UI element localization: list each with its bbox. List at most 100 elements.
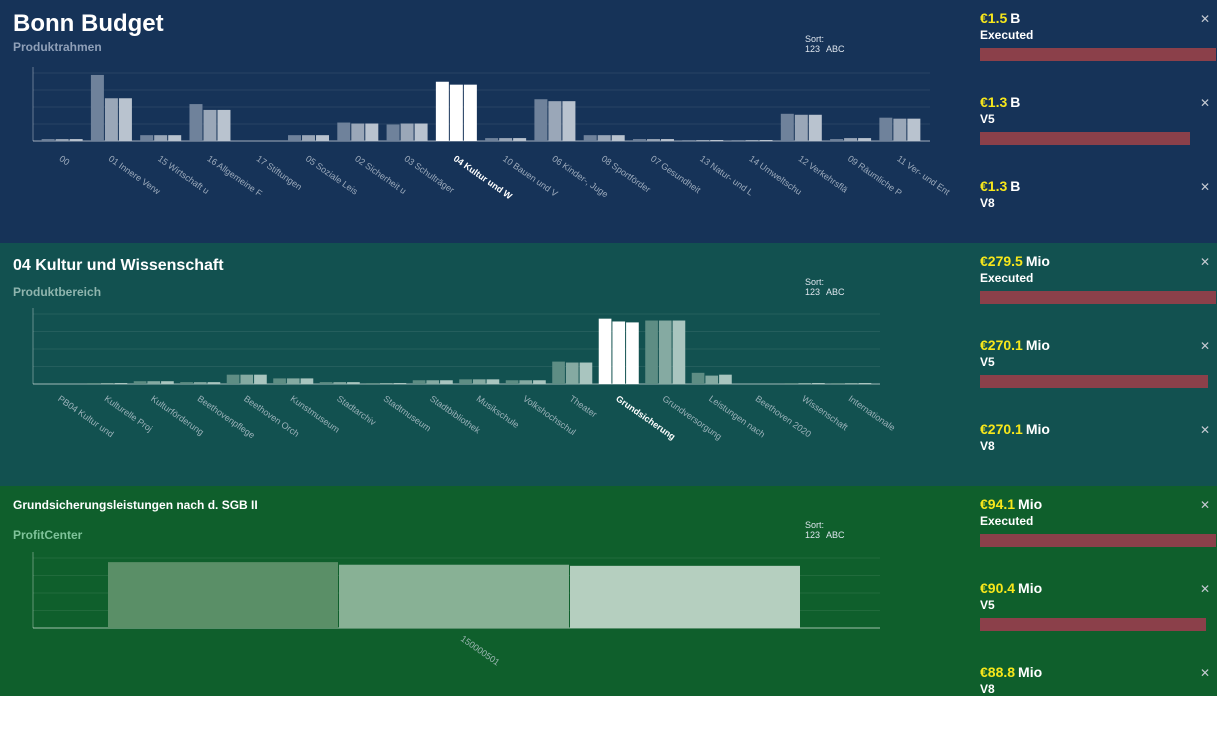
- bar[interactable]: [533, 380, 546, 384]
- bar[interactable]: [830, 139, 844, 141]
- x-tick-label[interactable]: 14 Umweltschu: [747, 153, 803, 196]
- x-tick-label[interactable]: 07 Gesundheit: [649, 153, 703, 195]
- bar[interactable]: [337, 122, 351, 141]
- x-tick-label[interactable]: 150000501: [459, 633, 502, 667]
- bar[interactable]: [168, 135, 182, 141]
- close-icon[interactable]: ✕: [1199, 498, 1210, 512]
- bar[interactable]: [552, 361, 565, 384]
- bar[interactable]: [486, 379, 500, 384]
- bar[interactable]: [562, 101, 576, 141]
- bar[interactable]: [365, 123, 379, 141]
- bar[interactable]: [784, 383, 798, 384]
- sort-numeric-button[interactable]: 123: [805, 530, 821, 540]
- bar[interactable]: [386, 124, 400, 141]
- bar[interactable]: [133, 381, 147, 384]
- x-tick-label[interactable]: 13 Natur- und L: [698, 153, 755, 197]
- bar[interactable]: [140, 135, 154, 141]
- bar[interactable]: [207, 382, 221, 384]
- bar[interactable]: [719, 374, 732, 384]
- bar[interactable]: [193, 382, 207, 384]
- bar[interactable]: [907, 118, 921, 141]
- bar[interactable]: [780, 113, 794, 141]
- bar[interactable]: [710, 140, 724, 141]
- x-tick-label[interactable]: Theater: [568, 393, 599, 419]
- bar[interactable]: [831, 383, 844, 384]
- bar[interactable]: [858, 138, 872, 141]
- bar[interactable]: [90, 74, 104, 141]
- bar[interactable]: [189, 104, 203, 141]
- bar[interactable]: [459, 379, 472, 384]
- close-icon[interactable]: ✕: [1199, 423, 1210, 437]
- x-tick-label[interactable]: Stadtmuseum: [382, 393, 433, 433]
- bar[interactable]: [798, 383, 812, 384]
- bar[interactable]: [844, 138, 858, 141]
- x-tick-label[interactable]: Internationale: [847, 393, 897, 432]
- bar[interactable]: [646, 139, 660, 141]
- bar[interactable]: [598, 318, 612, 384]
- bar[interactable]: [499, 138, 513, 141]
- bar[interactable]: [705, 375, 719, 384]
- bar[interactable]: [565, 362, 579, 384]
- bar[interactable]: [180, 382, 193, 384]
- close-icon[interactable]: ✕: [1199, 180, 1210, 194]
- x-tick-label[interactable]: 05 Soziale Leis: [304, 153, 360, 196]
- bar[interactable]: [812, 383, 825, 384]
- bar[interactable]: [41, 139, 55, 141]
- bar-chart-profitcenter[interactable]: 150000501: [0, 486, 970, 696]
- bar[interactable]: [513, 138, 527, 141]
- close-icon[interactable]: ✕: [1199, 255, 1210, 269]
- bar[interactable]: [548, 101, 562, 141]
- bar[interactable]: [505, 380, 519, 384]
- bar[interactable]: [611, 135, 625, 141]
- bar[interactable]: [273, 378, 286, 384]
- bar[interactable]: [463, 84, 477, 141]
- bar[interactable]: [858, 383, 872, 384]
- bar[interactable]: [696, 140, 710, 141]
- bar[interactable]: [426, 380, 440, 384]
- bar[interactable]: [302, 135, 316, 141]
- bar[interactable]: [632, 139, 646, 141]
- bar[interactable]: [519, 380, 533, 384]
- bar[interactable]: [597, 135, 611, 141]
- sort-alpha-button[interactable]: ABC: [826, 530, 845, 540]
- bar[interactable]: [333, 382, 347, 384]
- x-tick-label[interactable]: 15 Wirtschaft u: [156, 153, 211, 196]
- bar[interactable]: [104, 98, 118, 141]
- close-icon[interactable]: ✕: [1199, 666, 1210, 680]
- bar[interactable]: [300, 378, 314, 384]
- bar[interactable]: [485, 138, 499, 141]
- bar[interactable]: [660, 139, 674, 141]
- bar[interactable]: [626, 322, 639, 384]
- bar[interactable]: [570, 565, 800, 628]
- x-tick-label[interactable]: 00: [57, 153, 71, 167]
- bar[interactable]: [226, 374, 240, 384]
- bar[interactable]: [379, 383, 393, 384]
- sort-numeric-button[interactable]: 123: [805, 287, 821, 297]
- bar[interactable]: [472, 379, 486, 384]
- bar[interactable]: [579, 362, 593, 384]
- bar[interactable]: [534, 99, 548, 141]
- x-tick-label[interactable]: 11 Ver- und Ent: [895, 153, 952, 197]
- bar[interactable]: [316, 135, 330, 141]
- bar[interactable]: [440, 380, 453, 384]
- bar[interactable]: [87, 383, 100, 384]
- bar[interactable]: [254, 374, 267, 384]
- x-tick-label[interactable]: Stadtarchiv: [335, 393, 378, 427]
- sort-alpha-button[interactable]: ABC: [826, 287, 845, 297]
- bar[interactable]: [658, 320, 672, 384]
- x-tick-label[interactable]: Musikschule: [475, 393, 521, 430]
- bar[interactable]: [154, 135, 168, 141]
- bar[interactable]: [400, 123, 414, 141]
- x-tick-label[interactable]: 17 Stiftungen: [255, 153, 304, 192]
- close-icon[interactable]: ✕: [1199, 582, 1210, 596]
- bar[interactable]: [449, 84, 463, 141]
- bar[interactable]: [147, 381, 161, 384]
- x-tick-label[interactable]: 01 Innere Verw: [107, 153, 163, 196]
- bar[interactable]: [108, 562, 338, 628]
- bar[interactable]: [347, 382, 360, 384]
- bar[interactable]: [319, 382, 333, 384]
- sort-numeric-button[interactable]: 123: [805, 44, 821, 54]
- bar[interactable]: [203, 109, 217, 141]
- sort-alpha-button[interactable]: ABC: [826, 44, 845, 54]
